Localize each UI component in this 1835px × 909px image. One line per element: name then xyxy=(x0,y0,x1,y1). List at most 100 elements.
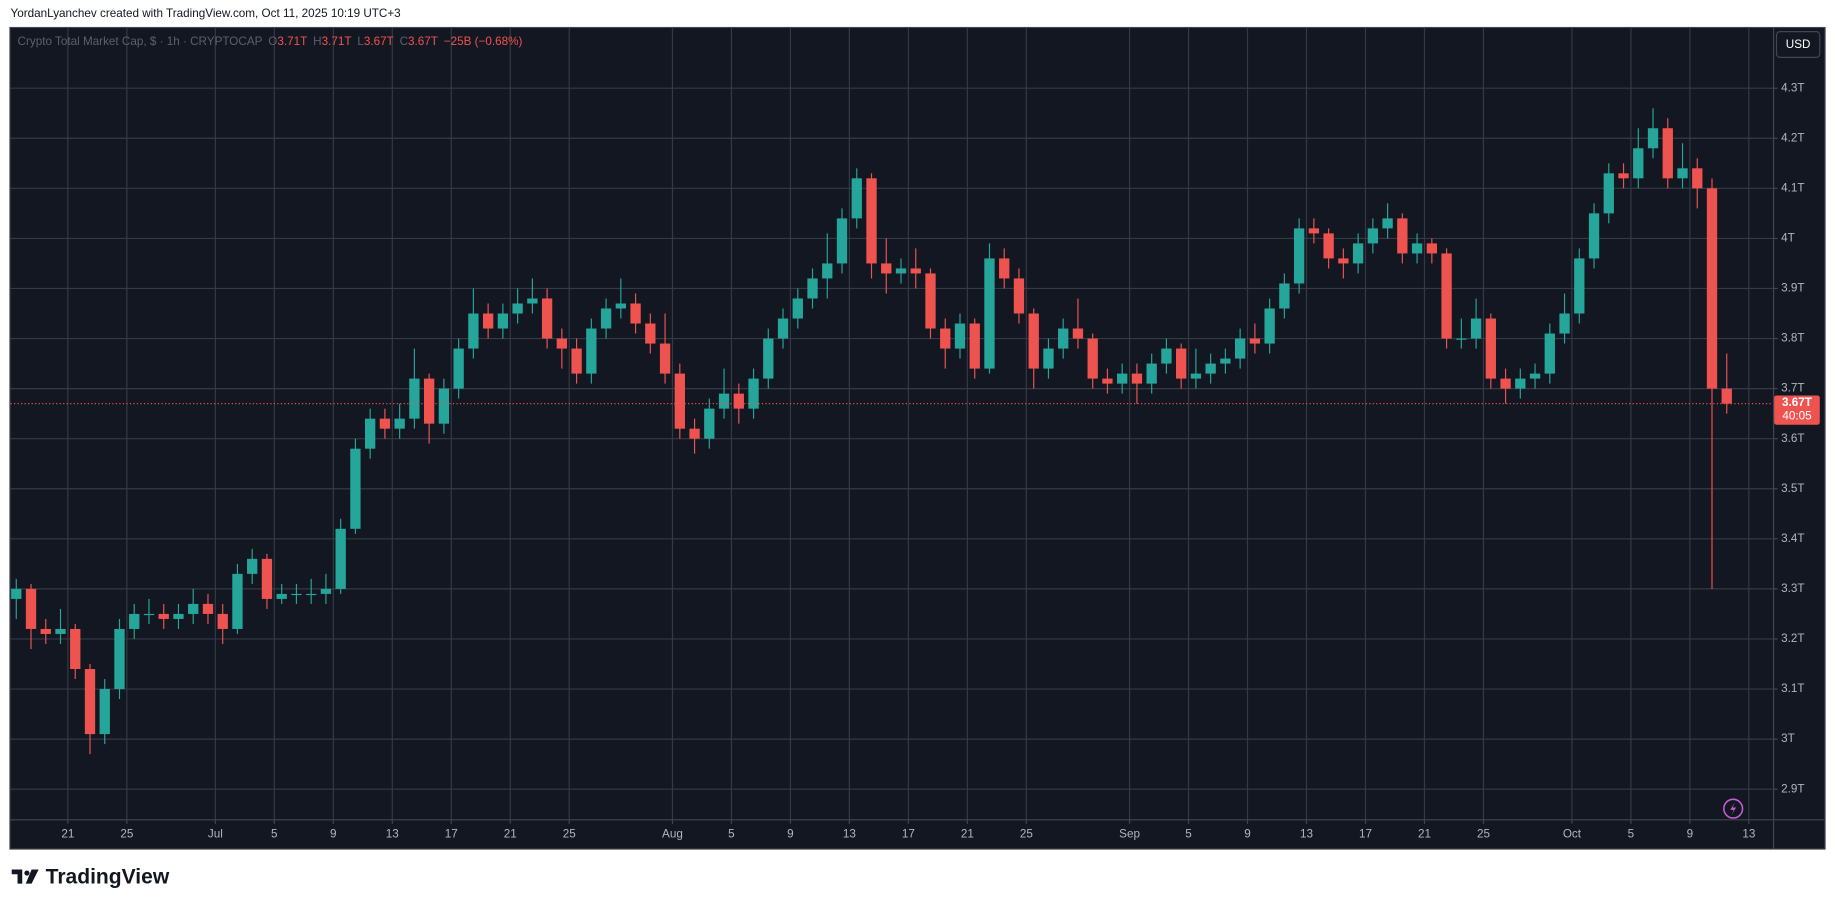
x-tick-label: 5 xyxy=(271,828,278,841)
lightning-circle[interactable] xyxy=(1723,798,1744,819)
y-tick-label: 4.1T xyxy=(1781,181,1804,194)
candle-body xyxy=(364,418,376,449)
currency-button[interactable]: USD xyxy=(1775,31,1821,58)
candle-body xyxy=(1603,173,1614,214)
x-tick-label: 13 xyxy=(1742,828,1755,841)
candle-body xyxy=(984,258,995,369)
x-tick-label: 21 xyxy=(504,828,517,841)
lightning-icon[interactable] xyxy=(1730,802,1737,816)
candle-body xyxy=(99,689,110,735)
candle-body xyxy=(807,278,818,299)
footer-brand: TradingView xyxy=(46,865,170,888)
candle-body xyxy=(335,528,346,589)
candle-body xyxy=(114,628,125,690)
candle-body xyxy=(1234,338,1246,359)
y-tick-label: 3T xyxy=(1781,732,1795,745)
header-attribution: YordanLyanchev created with TradingView.… xyxy=(11,7,401,20)
candle-body xyxy=(1323,233,1334,259)
legend-ohlc-value: 3.67T xyxy=(364,35,394,48)
candle-body xyxy=(940,328,951,349)
candle-body xyxy=(202,603,214,614)
candle-body xyxy=(70,628,81,670)
candle-body xyxy=(482,313,494,329)
candle-body xyxy=(1500,378,1511,389)
x-tick-label: 17 xyxy=(1359,828,1372,841)
candle-body xyxy=(1102,378,1113,384)
x-tick-label: 9 xyxy=(1244,828,1251,841)
candle-body xyxy=(350,448,361,529)
candle-body xyxy=(1190,373,1202,379)
candle-body xyxy=(438,388,450,424)
candle-body xyxy=(689,428,700,439)
candle-body xyxy=(1662,128,1673,179)
x-tick-label: 17 xyxy=(445,828,458,841)
x-tick-label: Oct xyxy=(1563,828,1582,841)
candle-body xyxy=(571,348,582,374)
grid xyxy=(10,28,1773,820)
candle-body xyxy=(1352,243,1364,264)
candle-body xyxy=(1293,228,1305,284)
candle-body xyxy=(1308,228,1320,234)
candle-body xyxy=(1426,243,1437,254)
candle-body xyxy=(704,408,715,439)
legend-ohlc-key: L xyxy=(357,35,364,48)
candle-body xyxy=(394,418,405,429)
y-tick-label: 2.9T xyxy=(1781,782,1804,795)
candle-body xyxy=(674,373,685,429)
candle-body xyxy=(468,313,479,349)
legend-ohlc-value: 3.71T xyxy=(322,35,352,48)
candle-body xyxy=(1633,148,1644,179)
candle-body xyxy=(1470,318,1482,339)
last-price-box xyxy=(1774,395,1820,425)
candle-body xyxy=(1618,173,1629,179)
x-tick-label: 5 xyxy=(1185,828,1192,841)
currency-button-box[interactable] xyxy=(1775,31,1821,58)
candle-body xyxy=(659,343,671,374)
candle-body xyxy=(1176,348,1187,379)
candle-body xyxy=(1456,338,1467,340)
x-tick-label: 13 xyxy=(1300,828,1313,841)
y-tick-label: 3.6T xyxy=(1781,432,1804,445)
candle-body xyxy=(173,613,184,619)
candle-body xyxy=(600,308,612,329)
legend-ohlc-key: O xyxy=(268,35,277,48)
lightning-button[interactable] xyxy=(1723,798,1744,819)
candle-body xyxy=(1441,253,1452,339)
candle-body xyxy=(969,323,980,369)
candle-body xyxy=(1367,228,1379,244)
candle-body xyxy=(777,318,789,339)
candle-body xyxy=(1515,378,1526,389)
candle-body xyxy=(895,268,907,274)
candle-body xyxy=(630,303,641,324)
candle-body xyxy=(792,298,803,319)
countdown-label: 40:05 xyxy=(1782,410,1812,423)
candle-body xyxy=(1647,128,1659,149)
candle-body xyxy=(556,338,568,349)
candle-body xyxy=(1205,363,1216,374)
candle-body xyxy=(1087,338,1098,379)
axes: 2.9T 3T 3.1T 3.2T 3.3T 3.4T 3.5T 3.6T 3.7T 3.8T 3.… xyxy=(61,81,1820,841)
y-tick-label: 3.8T xyxy=(1781,332,1804,345)
logo-mark-dot xyxy=(24,870,30,876)
x-tick-label: Aug xyxy=(662,828,683,841)
legend-ohlc-key: C xyxy=(400,35,408,48)
candle-body xyxy=(1338,258,1349,264)
y-tick-label: 3.9T xyxy=(1781,282,1804,295)
candle-body xyxy=(129,613,140,629)
candle-body xyxy=(1146,363,1157,384)
candle-body xyxy=(1028,313,1039,369)
candle-body xyxy=(40,628,51,634)
candle-body xyxy=(718,393,730,409)
candle-body xyxy=(261,558,273,599)
x-tick-label: Sep xyxy=(1119,828,1140,841)
currency-label[interactable]: USD xyxy=(1786,38,1811,51)
x-tick-label: 13 xyxy=(843,828,856,841)
candle-body xyxy=(836,218,848,264)
x-tick-label: 25 xyxy=(563,828,577,841)
candle-body xyxy=(1264,308,1275,344)
y-tick-label: 3.3T xyxy=(1781,582,1804,595)
candle-body xyxy=(999,258,1010,279)
x-tick-label: 17 xyxy=(902,828,915,841)
candle-body xyxy=(11,588,22,599)
candle-body xyxy=(1279,283,1290,309)
